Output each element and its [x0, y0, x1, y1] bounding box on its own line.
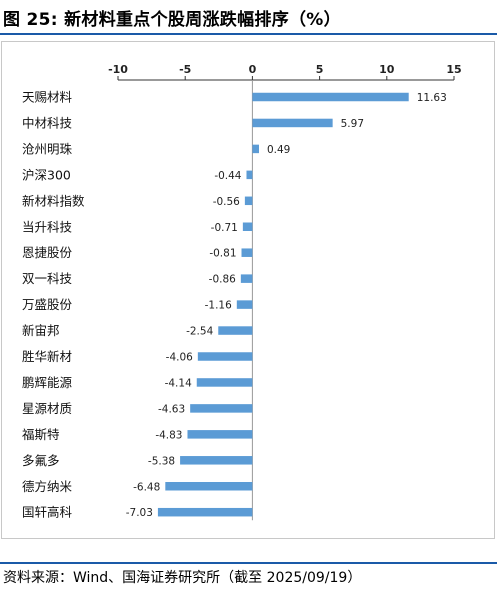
data-label: 5.97	[341, 118, 364, 130]
category-label: 恩捷股份	[22, 245, 73, 260]
category-label: 胜华新材	[22, 349, 72, 364]
category-label: 中材科技	[22, 115, 73, 130]
bar	[252, 144, 259, 154]
bar	[157, 507, 253, 517]
bar	[252, 92, 409, 102]
data-label: -5.38	[148, 455, 175, 467]
category-label: 鹏辉能源	[22, 375, 73, 390]
data-label: -4.14	[165, 377, 192, 389]
bar	[241, 248, 253, 257]
bar	[180, 456, 253, 465]
data-label: 11.63	[417, 92, 447, 104]
title-divider	[0, 33, 497, 35]
chart-frame	[1, 41, 495, 539]
data-label: -0.56	[213, 196, 240, 208]
bar	[187, 430, 253, 439]
data-label: -4.83	[155, 429, 182, 441]
bar	[246, 170, 253, 180]
source-note: 资料来源：Wind、国海证券研究所（截至 2025/09/19）	[3, 570, 362, 586]
category-label: 国轩高科	[22, 505, 73, 520]
data-label: -2.54	[186, 326, 213, 338]
category-label: 万盛股份	[22, 297, 73, 312]
data-label: -4.06	[166, 352, 193, 364]
x-tick-label: 5	[316, 63, 324, 76]
data-label: -0.71	[211, 222, 238, 234]
category-label: 新材料指数	[22, 193, 85, 208]
bar	[197, 352, 253, 361]
category-label: 星源材质	[22, 401, 72, 416]
category-label: 德方纳米	[22, 479, 73, 494]
bar	[242, 222, 253, 231]
category-label: 沧州明珠	[22, 141, 73, 156]
bar	[165, 482, 253, 491]
bar	[218, 326, 253, 335]
source-divider	[0, 562, 497, 564]
category-label: 福斯特	[22, 427, 60, 442]
data-label: -6.48	[133, 481, 160, 493]
category-label: 多氟多	[22, 453, 60, 468]
x-tick-label: -10	[108, 63, 128, 76]
bar	[236, 300, 253, 309]
category-label: 沪深300	[22, 167, 71, 182]
category-label: 天赐材料	[22, 90, 73, 105]
category-label: 当升科技	[22, 219, 73, 234]
x-tick-label: 0	[249, 63, 257, 76]
category-label: 新宙邦	[22, 323, 60, 338]
data-label: -0.81	[209, 248, 236, 260]
data-label: -7.03	[126, 507, 153, 519]
data-label: -0.44	[214, 170, 241, 182]
bar	[190, 404, 253, 413]
x-tick-label: 10	[379, 63, 395, 76]
x-tick-label: -5	[179, 63, 191, 76]
data-label: 0.49	[267, 144, 290, 156]
data-label: -4.63	[158, 403, 185, 415]
data-label: -1.16	[205, 300, 232, 312]
bar	[196, 378, 253, 387]
data-label: -0.86	[209, 274, 236, 286]
figure-header: 图 25: 新材料重点个股周涨跌幅排序（%）	[0, 0, 497, 35]
x-tick-label: 15	[446, 63, 461, 76]
bar	[244, 196, 253, 206]
bar	[240, 274, 253, 283]
figure-title: 图 25: 新材料重点个股周涨跌幅排序（%）	[3, 10, 341, 30]
bar	[252, 118, 333, 128]
category-label: 双一科技	[22, 271, 73, 286]
